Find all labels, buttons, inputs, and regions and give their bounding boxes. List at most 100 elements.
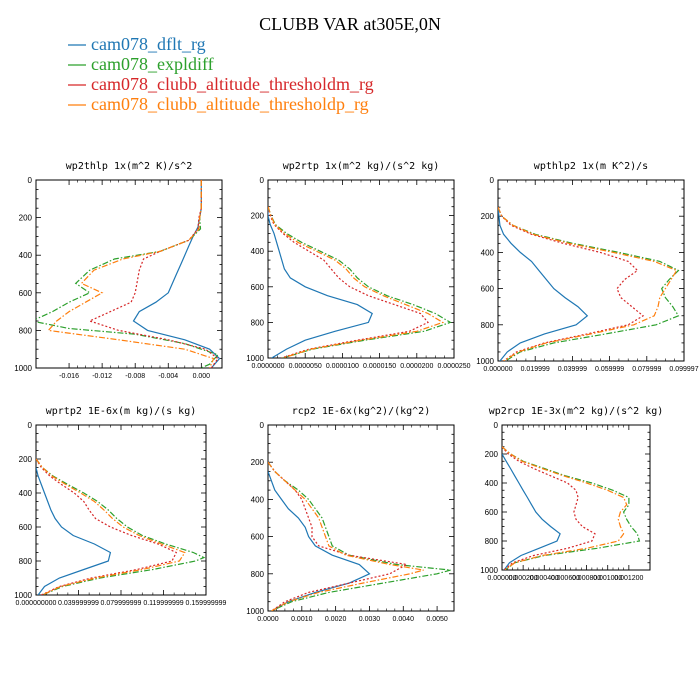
- panel-title: rcp2 1E-6x(kg^2)/(kg^2): [292, 406, 430, 417]
- series-line: [268, 206, 429, 358]
- y-tick-label: 400: [481, 248, 495, 257]
- chart-panel: wp2thlp 1x(m^2 K)/s^2 0 200 400 600 800 1000 -0…: [14, 161, 223, 380]
- plot-frame: [35, 179, 223, 369]
- y-tick-label: 600: [481, 285, 495, 294]
- series-line: [498, 206, 678, 361]
- y-tick-label: 0: [28, 176, 33, 185]
- legend-label: cam078_expldiff: [91, 54, 214, 74]
- series-line: [268, 461, 409, 611]
- y-tick-label: 200: [19, 455, 33, 464]
- y-tick-label: 800: [19, 326, 33, 335]
- y-tick-label: 0: [28, 421, 33, 430]
- series-line: [36, 180, 219, 368]
- x-tick-label: 0.0050: [426, 616, 448, 623]
- y-tick-label: 400: [251, 495, 265, 504]
- chart-panel: wp2rtp 1x(m^2 kg)/(s^2 kg) 0 200 400 600 800 1…: [246, 161, 470, 370]
- y-tick-label: 1000: [14, 591, 32, 600]
- series-line: [268, 461, 451, 611]
- y-tick-label: 1000: [480, 566, 498, 575]
- y-tick-label: 0: [260, 421, 265, 430]
- series-line: [36, 458, 178, 595]
- legend-label: cam078_clubb_altitude_thresholdm_rg: [91, 74, 374, 94]
- plot-frame: [267, 179, 455, 359]
- x-tick-label: 0.0000: [257, 616, 279, 623]
- series-line: [502, 446, 596, 570]
- series-line: [88, 180, 219, 368]
- panel-title: wpthlp2 1x(m K^2)/s: [534, 161, 648, 172]
- panel-title: wprtp2 1E-6x(m kg)/(s kg): [46, 406, 197, 417]
- series-line: [268, 206, 452, 358]
- x-tick-label: 0.000200: [509, 575, 538, 582]
- chart-panel: wprtp2 1E-6x(m kg)/(s kg) 0 200 400 600 800 10…: [14, 406, 226, 607]
- y-tick-label: 600: [19, 289, 33, 298]
- legend-label: cam078_dflt_rg: [91, 34, 206, 54]
- y-tick-label: 600: [251, 533, 265, 542]
- x-tick-label: 0.001000: [593, 575, 622, 582]
- y-tick-label: 200: [251, 458, 265, 467]
- legend: cam078_dflt_rgcam078_expldiffcam078_club…: [68, 34, 374, 114]
- series-line: [502, 446, 641, 570]
- y-tick-label: 1000: [476, 357, 494, 366]
- y-tick-label: 400: [485, 479, 499, 488]
- y-tick-label: 800: [19, 557, 33, 566]
- x-tick-label: 0.099997: [669, 366, 698, 373]
- series-line: [36, 458, 186, 595]
- x-tick-label: 0.0000050: [289, 363, 322, 370]
- chart-panel: rcp2 1E-6x(kg^2)/(kg^2) 0 200 400 600 800 1000…: [246, 406, 455, 623]
- y-tick-label: 400: [19, 489, 33, 498]
- y-tick-label: 600: [19, 523, 33, 532]
- x-tick-label: 0.0000200: [400, 363, 433, 370]
- x-tick-label: 0.000: [193, 373, 211, 380]
- x-tick-label: 0.0000000: [251, 363, 284, 370]
- y-tick-label: 800: [251, 570, 265, 579]
- y-tick-label: 800: [485, 537, 499, 546]
- y-tick-label: 0: [494, 421, 499, 430]
- panels: wp2thlp 1x(m^2 K)/s^2 0 200 400 600 800 1000 -0…: [14, 161, 698, 623]
- x-tick-label: 0.000000: [483, 366, 512, 373]
- x-tick-label: 0.0000100: [326, 363, 359, 370]
- x-tick-label: 0.119999999: [143, 600, 183, 607]
- y-tick-label: 0: [260, 176, 265, 185]
- y-tick-label: 600: [251, 283, 265, 292]
- chart-panel: wpthlp2 1x(m K^2)/s 0 200 400 600 800 10000.00…: [476, 161, 698, 373]
- x-tick-label: 0.000000000: [16, 600, 57, 607]
- x-tick-label: 0.000800: [572, 575, 601, 582]
- x-tick-label: 0.0040: [393, 616, 415, 623]
- x-tick-label: -0.016: [59, 373, 79, 380]
- x-tick-label: 0.079999: [632, 366, 661, 373]
- figure-title: CLUBB VAR at305E,0N: [259, 14, 441, 34]
- y-tick-label: 800: [251, 318, 265, 327]
- series-line: [268, 471, 371, 611]
- x-tick-label: 0.059999: [595, 366, 624, 373]
- x-tick-label: 0.0020: [325, 616, 347, 623]
- y-tick-label: 400: [251, 247, 265, 256]
- series-line: [502, 453, 561, 570]
- x-tick-label: 0.159999999: [186, 600, 227, 607]
- x-tick-label: -0.012: [92, 373, 112, 380]
- series-line: [268, 206, 445, 358]
- y-tick-label: 1000: [246, 354, 264, 363]
- x-tick-label: 0.000000: [487, 575, 516, 582]
- chart-panel: wp2rcp 1E-3x(m^2 kg)/(s^2 kg) 0 200 400 600 8…: [480, 406, 663, 582]
- x-tick-label: 0.0030: [359, 616, 381, 623]
- y-tick-label: 800: [481, 321, 495, 330]
- series-line: [47, 180, 215, 368]
- panel-title: wp2rcp 1E-3x(m^2 kg)/(s^2 kg): [489, 406, 664, 417]
- x-tick-label: 0.039999: [558, 366, 587, 373]
- series-line: [268, 206, 373, 358]
- x-tick-label: -0.008: [125, 373, 145, 380]
- series-line: [36, 467, 112, 595]
- y-tick-label: 600: [485, 508, 499, 517]
- y-tick-label: 400: [19, 251, 33, 260]
- y-tick-label: 200: [485, 450, 499, 459]
- series-line: [132, 180, 221, 368]
- y-tick-label: 200: [251, 212, 265, 221]
- y-tick-label: 1000: [14, 364, 32, 373]
- y-tick-label: 200: [481, 212, 495, 221]
- plot-frame: [35, 424, 207, 596]
- series-line: [502, 446, 628, 570]
- x-tick-label: 0.001200: [614, 575, 643, 582]
- series-line: [498, 206, 680, 361]
- x-tick-label: 0.000600: [551, 575, 580, 582]
